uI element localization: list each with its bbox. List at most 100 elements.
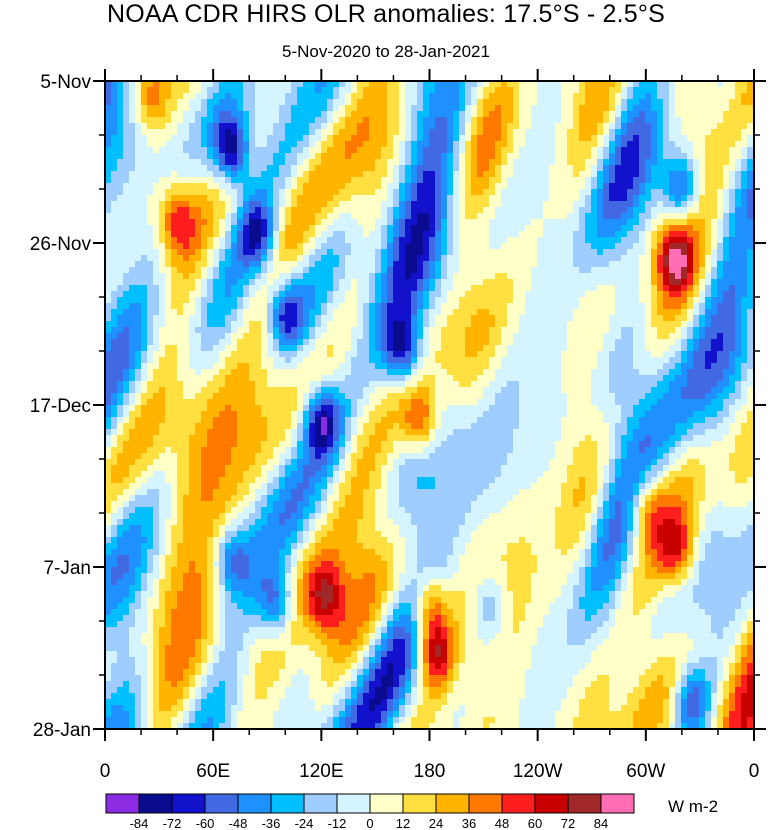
field-cell (363, 303, 370, 310)
field-cell (327, 225, 334, 232)
field-cell (153, 141, 160, 148)
field-cell (201, 285, 208, 292)
field-cell (651, 147, 658, 154)
field-cell (729, 297, 736, 304)
field-cell (189, 345, 196, 352)
field-cell (267, 243, 274, 250)
field-cell (159, 117, 166, 124)
field-cell (543, 201, 550, 208)
field-cell (423, 291, 430, 298)
field-cell (735, 99, 742, 106)
field-cell (525, 321, 532, 328)
field-cell (531, 195, 538, 202)
field-cell (111, 177, 118, 184)
field-cell (525, 105, 532, 112)
field-cell (165, 171, 172, 178)
field-cell (519, 189, 526, 196)
field-cell (663, 339, 670, 346)
field-cell (561, 225, 568, 232)
field-cell (663, 81, 670, 88)
field-cell (555, 117, 562, 124)
field-cell (111, 159, 118, 166)
field-cell (615, 153, 622, 160)
field-cell (267, 351, 274, 358)
field-cell (549, 243, 556, 250)
field-cell (369, 171, 376, 178)
field-cell (213, 207, 220, 214)
field-cell (327, 261, 334, 268)
field-cell (345, 81, 352, 88)
field-cell (729, 177, 736, 184)
field-cell (321, 303, 328, 310)
field-cell (465, 123, 472, 130)
field-cell (333, 327, 340, 334)
field-cell (219, 339, 226, 346)
field-cell (555, 285, 562, 292)
field-cell (639, 123, 646, 130)
field-cell (297, 213, 304, 220)
field-cell (717, 333, 724, 340)
field-cell (681, 159, 688, 166)
field-cell (627, 243, 634, 250)
field-cell (321, 183, 328, 190)
field-cell (183, 99, 190, 106)
field-cell (507, 111, 514, 118)
field-cell (645, 285, 652, 292)
field-cell (411, 285, 418, 292)
field-cell (345, 123, 352, 130)
field-cell (519, 231, 526, 238)
field-cell (207, 261, 214, 268)
field-cell (453, 267, 460, 274)
field-cell (717, 135, 724, 142)
field-cell (537, 189, 544, 196)
field-cell (597, 237, 604, 244)
field-cell (123, 351, 130, 358)
field-cell (273, 231, 280, 238)
field-cell (159, 153, 166, 160)
field-cell (207, 135, 214, 142)
field-cell (729, 309, 736, 316)
field-cell (591, 159, 598, 166)
field-cell (225, 105, 232, 112)
field-cell (465, 231, 472, 238)
field-cell (261, 273, 268, 280)
field-cell (129, 321, 136, 328)
field-cell (267, 117, 274, 124)
field-cell (135, 261, 142, 268)
field-cell (549, 231, 556, 238)
field-cell (243, 123, 250, 130)
field-cell (267, 309, 274, 316)
field-cell (417, 147, 424, 154)
field-cell (465, 189, 472, 196)
field-cell (597, 243, 604, 250)
field-cell (105, 99, 112, 106)
field-cell (435, 333, 442, 340)
field-cell (381, 213, 388, 220)
field-cell (393, 81, 400, 88)
field-cell (615, 201, 622, 208)
field-cell (567, 261, 574, 268)
field-cell (117, 105, 124, 112)
field-cell (123, 345, 130, 352)
field-cell (345, 87, 352, 94)
field-cell (465, 273, 472, 280)
field-cell (453, 141, 460, 148)
field-cell (363, 249, 370, 256)
field-cell (441, 207, 448, 214)
field-cell (723, 219, 730, 226)
field-cell (381, 291, 388, 298)
field-cell (315, 183, 322, 190)
field-cell (525, 117, 532, 124)
field-cell (537, 231, 544, 238)
field-cell (657, 129, 664, 136)
field-cell (519, 315, 526, 322)
field-cell (105, 255, 112, 262)
field-cell (243, 165, 250, 172)
field-cell (711, 327, 718, 334)
field-cell (561, 219, 568, 226)
field-cell (459, 303, 466, 310)
field-cell (699, 189, 706, 196)
field-cell (411, 189, 418, 196)
field-cell (501, 129, 508, 136)
field-cell (579, 333, 586, 340)
